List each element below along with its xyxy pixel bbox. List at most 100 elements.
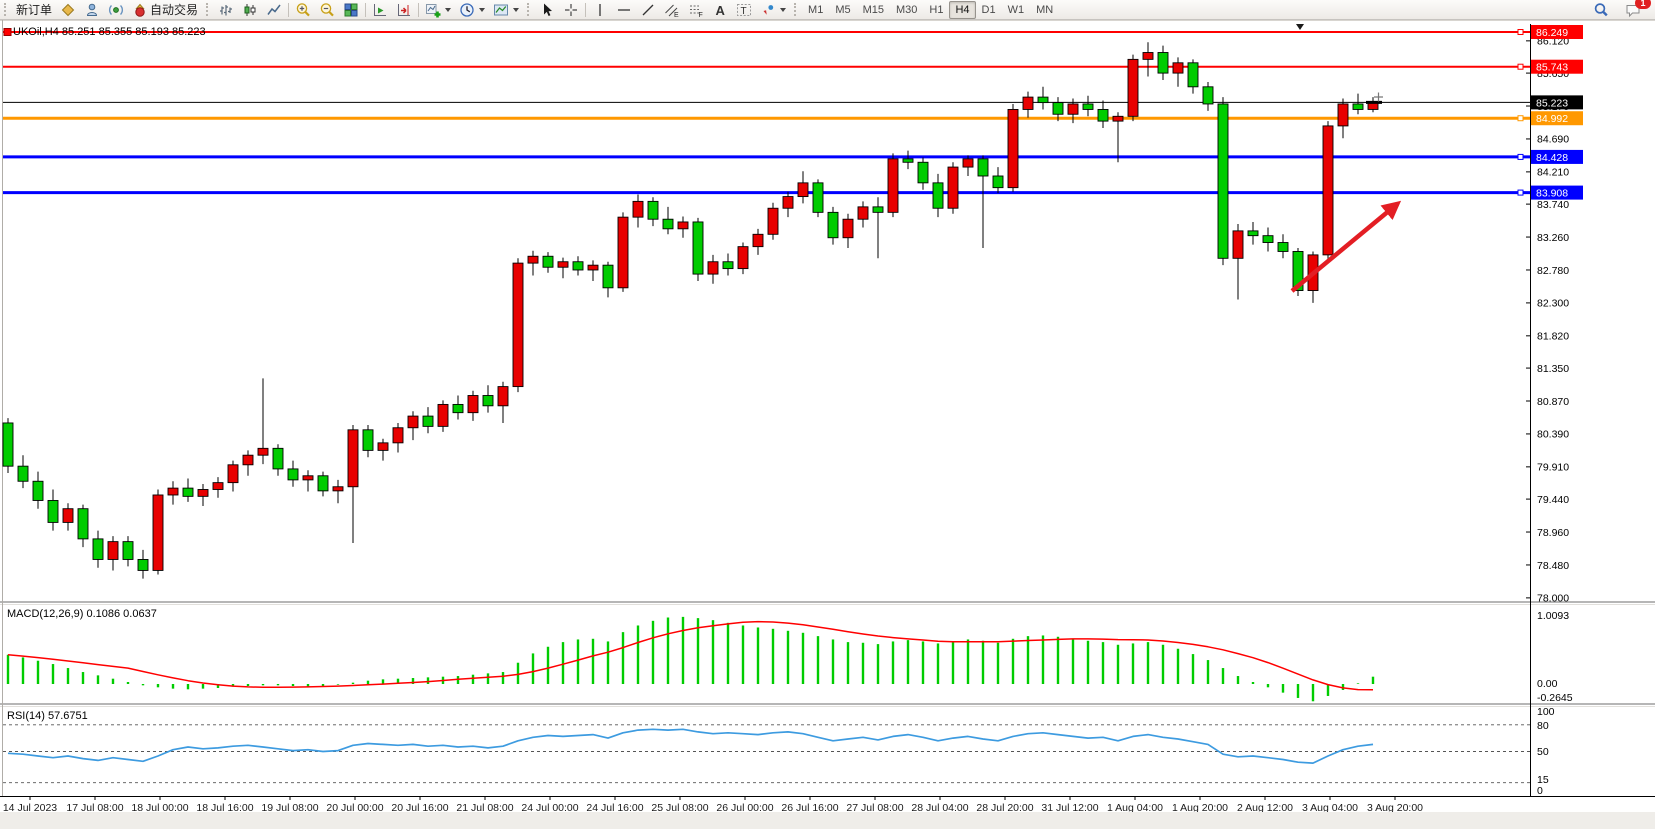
annotation-arrow[interactable]	[1290, 200, 1402, 293]
new-order-label: 新订单	[16, 3, 53, 17]
arrows-button[interactable]	[756, 0, 790, 19]
toolbar-grip	[4, 3, 9, 16]
vertical-line-button[interactable]	[588, 0, 612, 19]
line-handle[interactable]	[1517, 153, 1524, 160]
line-handle[interactable]	[1517, 189, 1524, 196]
auto-scroll-button[interactable]	[368, 0, 392, 19]
zoom-out-button[interactable]	[315, 0, 339, 19]
price-badge	[1531, 111, 1583, 126]
price-axis-label: 81.350	[1537, 363, 1569, 375]
price-axis-label: 79.440	[1537, 494, 1569, 506]
vertical-line-icon	[599, 3, 601, 16]
trendline-button[interactable]	[636, 0, 660, 19]
cursor-button[interactable]	[535, 0, 559, 19]
bar-chart-button[interactable]	[214, 0, 238, 19]
time-axis-label: 19 Jul 08:00	[261, 802, 318, 812]
timeframe-button-m30[interactable]: M30	[896, 3, 918, 16]
timeframe-button-mn[interactable]: MN	[1036, 3, 1054, 16]
search-icon	[1594, 2, 1608, 16]
time-axis-label: 28 Jul 04:00	[911, 802, 968, 812]
macd-axis-label: 1.0093	[1537, 610, 1569, 622]
text-label-button[interactable]: T	[732, 0, 756, 19]
time-axis-label: 1 Aug 20:00	[1172, 802, 1228, 812]
time-axis-label: 21 Jul 08:00	[456, 802, 513, 812]
price-badge-label: 84.992	[1536, 113, 1568, 125]
chart-shift-marker[interactable]	[1296, 24, 1304, 30]
price-axis-label: 82.780	[1537, 265, 1569, 277]
new-order-button[interactable]: 新订单	[12, 0, 56, 19]
candlestick-chart-button[interactable]	[238, 0, 262, 19]
tile-windows-icon	[344, 3, 358, 16]
price-badge	[1531, 185, 1583, 200]
arrows-icon	[763, 4, 774, 15]
line-handle[interactable]	[1517, 63, 1524, 70]
price-axis-label: 79.910	[1537, 462, 1569, 474]
macd-title: MACD(12,26,9) 0.1086 0.0637	[7, 608, 157, 620]
timeframe-button-m5[interactable]: M5	[835, 3, 851, 16]
autotrade-button[interactable]: 自动交易	[128, 0, 202, 19]
time-axis-label: 3 Aug 04:00	[1302, 802, 1358, 812]
notification-badge: 1	[1635, 0, 1651, 9]
macd-axis-label: -0.2645	[1537, 692, 1573, 704]
time-axis-label: 20 Jul 00:00	[326, 802, 383, 812]
timeframe-button-d1[interactable]: D1	[981, 3, 996, 16]
templates-button[interactable]	[489, 0, 523, 19]
templates-icon	[494, 4, 509, 15]
horizontal-line-icon	[618, 8, 631, 11]
rsi-axis-label: 0	[1537, 785, 1543, 797]
time-axis-label: 18 Jul 00:00	[131, 802, 188, 812]
notifications-button[interactable]: 1	[1621, 0, 1651, 19]
svg-text:F: F	[699, 12, 703, 18]
equidistant-channel-button[interactable]: E	[660, 0, 684, 19]
line-handle[interactable]	[1517, 115, 1524, 122]
market-watch-button[interactable]	[56, 0, 80, 19]
time-axis-label: 28 Jul 20:00	[976, 802, 1033, 812]
candles	[2, 42, 1379, 579]
timeframe-button-h1[interactable]: H1	[929, 3, 944, 16]
text-button[interactable]: A	[708, 0, 732, 19]
autotrade-icon	[135, 3, 145, 17]
price-badge-label: 85.743	[1536, 62, 1568, 74]
price-badge	[1531, 25, 1583, 39]
price-axis-label: 80.870	[1537, 396, 1569, 408]
strategy-tester-button[interactable]	[104, 0, 128, 19]
chart-title: UKOil,H4 85.251 85.355 85.193 85.223	[13, 26, 206, 38]
line-handle[interactable]	[3, 28, 12, 36]
rsi-axis-label: 50	[1537, 746, 1549, 758]
svg-text:A: A	[716, 3, 726, 18]
periods-button[interactable]	[455, 0, 489, 19]
indicators-add-icon	[426, 3, 441, 17]
price-axis-label: 81.820	[1537, 331, 1569, 343]
timeframe-button-w1[interactable]: W1	[1007, 3, 1025, 16]
dropdown-arrow-icon	[780, 7, 787, 12]
timeframe-button-m15[interactable]: M15	[862, 3, 884, 16]
search-button[interactable]	[1589, 0, 1613, 19]
indicators-button[interactable]	[421, 0, 455, 19]
zoom-in-button[interactable]	[291, 0, 315, 19]
price-badge-label: 85.223	[1536, 97, 1568, 109]
chart-shift-button[interactable]	[392, 0, 416, 19]
line-chart-button[interactable]	[262, 0, 286, 19]
chart-canvas[interactable]: 86.12085.65085.17084.69084.21083.74083.2…	[0, 20, 1655, 812]
toolbar-grip	[206, 3, 211, 16]
tile-windows-button[interactable]	[339, 0, 363, 19]
data-window-button[interactable]	[80, 0, 104, 19]
timeframe-button-m1[interactable]: M1	[808, 3, 824, 16]
crosshair-button[interactable]	[559, 0, 583, 19]
time-axis-label: 14 Jul 2023	[3, 802, 57, 812]
cursor-icon	[544, 3, 553, 16]
time-axis-label: 26 Jul 16:00	[781, 802, 838, 812]
rsi-axis-label: 80	[1537, 720, 1549, 732]
time-axis-label: 18 Jul 16:00	[196, 802, 253, 812]
fibonacci-button[interactable]: F	[684, 0, 708, 19]
text-icon: A	[716, 3, 726, 18]
crosshair-icon	[565, 3, 578, 16]
bar-chart-icon	[220, 4, 233, 15]
line-handle[interactable]	[1517, 29, 1524, 35]
toolbar-grip	[527, 3, 532, 16]
horizontal-line-button[interactable]	[612, 0, 636, 19]
timeframe-button-h4[interactable]: H4	[949, 0, 976, 19]
time-axis-label: 27 Jul 08:00	[846, 802, 903, 812]
data-window-icon	[87, 3, 98, 16]
time-axis-label: 24 Jul 16:00	[586, 802, 643, 812]
